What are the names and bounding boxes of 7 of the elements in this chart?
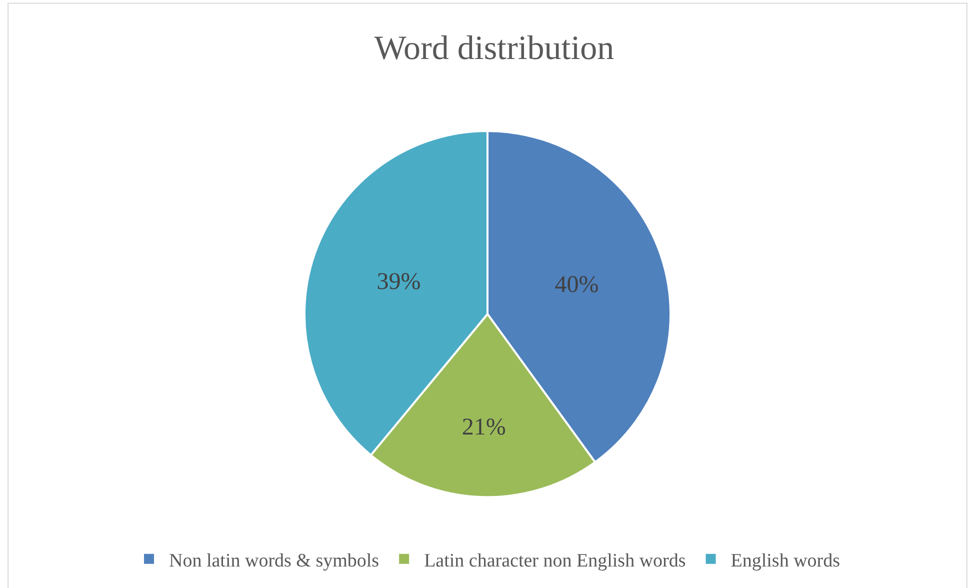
data-label: 39% xyxy=(376,269,421,296)
data-label: 40% xyxy=(554,272,599,298)
legend-label: Non latin words & symbols xyxy=(169,550,380,572)
chart-title: Word distribution xyxy=(374,30,614,67)
data-label: 21% xyxy=(462,414,506,440)
legend-label: Latin character non English words xyxy=(424,550,686,572)
legend-label: English words xyxy=(730,550,840,572)
